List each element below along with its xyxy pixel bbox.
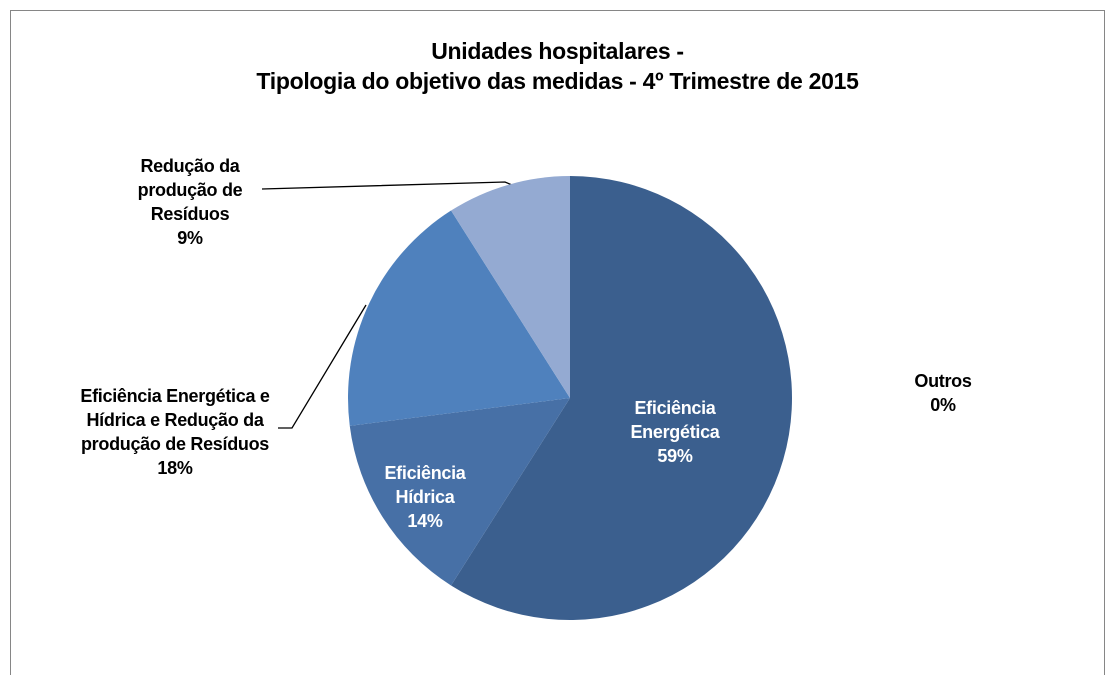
data-label: Redução da produção de Resíduos 9% bbox=[115, 154, 265, 250]
value-label: 0% bbox=[930, 395, 956, 415]
category-label: Redução da produção de Resíduos bbox=[137, 156, 243, 224]
category-label: Outros bbox=[914, 371, 972, 391]
category-label: Eficiência Hídrica bbox=[384, 463, 466, 507]
category-label: Eficiência Energética e Hídrica e Reduçã… bbox=[80, 386, 270, 454]
category-label: Eficiência Energética bbox=[630, 398, 720, 442]
value-label: 9% bbox=[177, 228, 203, 248]
data-label: Eficiência Energética 59% bbox=[600, 396, 750, 468]
leader-line bbox=[278, 304, 367, 429]
data-label: Eficiência Hídrica 14% bbox=[365, 461, 485, 533]
data-label: Outros 0% bbox=[883, 369, 1003, 417]
leader-line bbox=[261, 181, 513, 190]
value-label: 18% bbox=[157, 458, 193, 478]
pie-slice bbox=[451, 176, 570, 398]
pie-slice bbox=[349, 398, 570, 586]
value-label: 59% bbox=[657, 446, 693, 466]
pie-slice bbox=[451, 176, 793, 620]
data-label: Eficiência Energética e Hídrica e Reduçã… bbox=[70, 384, 280, 480]
chart-title: Tipologia do objetivo das medidas - 4º T… bbox=[256, 68, 859, 94]
chart-title: Unidades hospitalares - bbox=[431, 38, 684, 64]
pie-slice bbox=[348, 210, 570, 426]
value-label: 14% bbox=[407, 511, 443, 531]
